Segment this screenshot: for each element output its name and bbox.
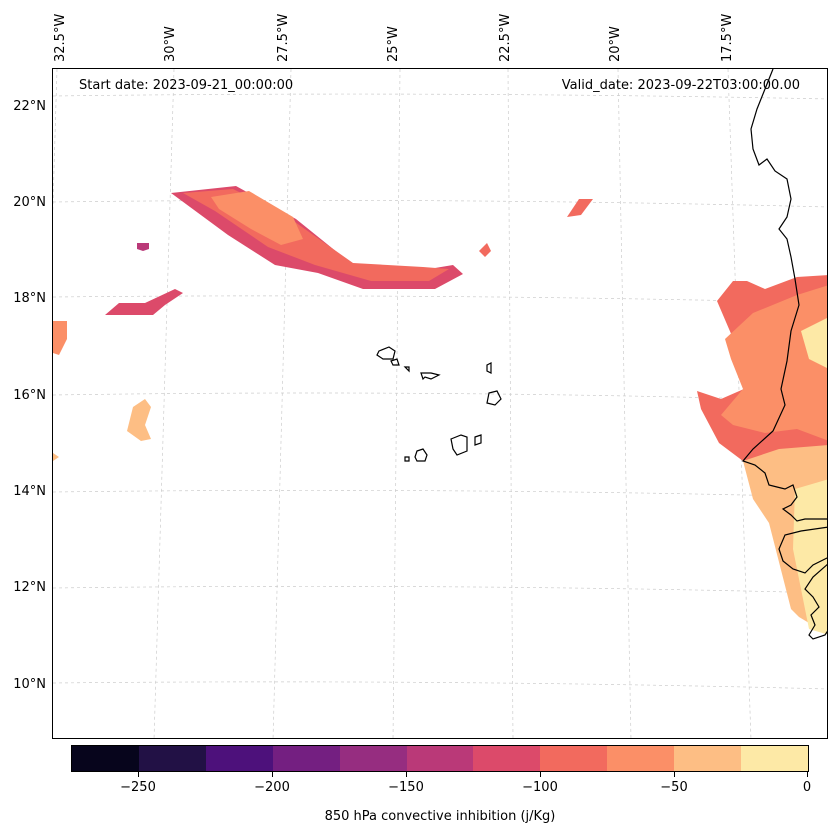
cape-verde-island (390, 358, 400, 366)
colorbar-tick (406, 772, 407, 777)
lon-label-17-5w: 17.5°W (720, 13, 735, 62)
lon-label-30w: 30°W (163, 26, 178, 62)
cape-verde-island (420, 372, 441, 381)
africa-coastline (741, 69, 827, 640)
colorbar-swatch (406, 746, 474, 771)
cape-verde-island (414, 448, 428, 462)
lat-label-14n: 14°N (13, 484, 46, 499)
cin-blob (105, 289, 183, 315)
cin-blob (137, 243, 149, 251)
colorbar-tick (138, 772, 139, 777)
lat-label-12n: 12°N (13, 580, 46, 595)
lon-label-25w: 25°W (386, 26, 401, 62)
colorbar (71, 745, 809, 772)
cin-contours (53, 186, 827, 635)
colorbar-swatch (205, 746, 273, 771)
cin-blob (479, 243, 491, 257)
lon-label-20w: 20°W (608, 26, 623, 62)
cin-blob (567, 199, 593, 217)
colorbar-tick-label: −150 (388, 780, 424, 795)
colorbar-tick-label: −250 (120, 780, 156, 795)
cin-blob (127, 399, 151, 441)
colorbar-swatch (540, 746, 608, 771)
lat-label-18n: 18°N (13, 291, 46, 306)
start-date-label: Start date: 2023-09-21_00:00:00 (79, 78, 294, 93)
map-canvas (53, 69, 827, 738)
colorbar-tick-label: −200 (254, 780, 290, 795)
cin-band-inner (211, 191, 303, 245)
cape-verde-island (450, 434, 468, 456)
colorbar-swatch (607, 746, 675, 771)
cape-verde-island (474, 434, 482, 446)
lon-label-22-5w: 22.5°W (498, 13, 513, 62)
colorbar-swatch (339, 746, 407, 771)
cin-blob (53, 321, 67, 355)
map-panel[interactable] (52, 68, 828, 739)
coastlines (376, 69, 827, 640)
colorbar-tick-label: −50 (660, 780, 688, 795)
cin-east-yellow (793, 479, 827, 635)
colorbar-tick (807, 772, 808, 777)
colorbar-tick (272, 772, 273, 777)
colorbar-swatch (741, 746, 808, 771)
colorbar-swatch (138, 746, 206, 771)
cin-east-yellow (801, 318, 827, 368)
cape-verde-island (403, 366, 410, 373)
cape-verde-island (486, 390, 502, 406)
cape-verde-island (404, 456, 410, 462)
lon-label-27-5w: 27.5°W (276, 13, 291, 62)
valid-date-label: Valid_date: 2023-09-22T03:00:00.00 (561, 78, 800, 93)
lat-label-20n: 20°N (13, 195, 46, 210)
colorbar-tick-label: 0 (802, 780, 812, 795)
cin-blob (53, 453, 59, 461)
lat-label-16n: 16°N (13, 388, 46, 403)
colorbar-swatch (674, 746, 742, 771)
cin-east-mid (721, 285, 827, 441)
cape-verde-island (486, 362, 492, 374)
lat-label-10n: 10°N (13, 677, 46, 692)
lon-label-32-5w: 32.5°W (53, 13, 68, 62)
colorbar-swatch (72, 746, 139, 771)
lat-label-22n: 22°N (13, 99, 46, 114)
colorbar-tick (540, 772, 541, 777)
colorbar-swatch (473, 746, 541, 771)
colorbar-title: 850 hPa convective inhibition (j/Kg) (324, 809, 556, 824)
cape-verde-island (376, 346, 396, 360)
colorbar-swatch (272, 746, 340, 771)
colorbar-tick-label: −100 (522, 780, 558, 795)
colorbar-tick (674, 772, 675, 777)
